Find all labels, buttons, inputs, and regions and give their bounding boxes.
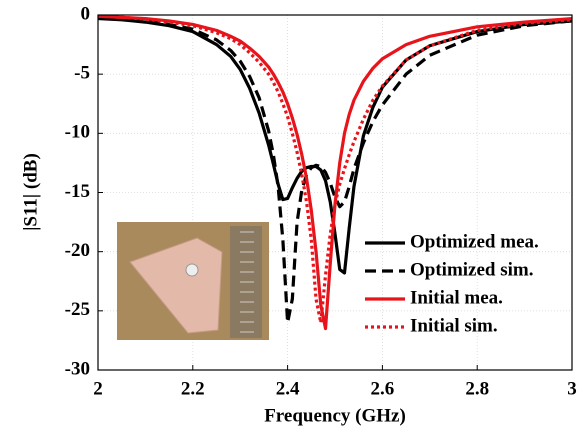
- series-line: [97, 14, 573, 325]
- legend: Optimized mea. Optimized sim. Initial mea.…: [365, 231, 539, 336]
- photo-connector: [185, 263, 199, 277]
- x-tick-label: 3: [567, 378, 577, 399]
- inset-photo: [117, 222, 269, 340]
- y-tick-label: -30: [65, 358, 90, 379]
- y-tick-label: -20: [65, 240, 90, 261]
- lines: [97, 14, 573, 331]
- legend-label: Initial sim.: [410, 315, 498, 336]
- series-line: [97, 15, 573, 325]
- legend-label: Initial mea.: [410, 287, 503, 308]
- x-tick-label: 2.2: [181, 378, 205, 399]
- x-tick-label: 2: [93, 378, 103, 399]
- series-line: [97, 16, 573, 275]
- y-tick-label: -15: [65, 181, 90, 202]
- legend-label: Optimized sim.: [410, 259, 534, 280]
- photo-patch: [129, 237, 223, 334]
- x-tick-label: 2.4: [276, 378, 300, 399]
- photo-ruler-ticks: [240, 231, 254, 333]
- x-axis-label: Frequency (GHz): [264, 405, 406, 426]
- y-tick-label: 0: [81, 3, 91, 24]
- y-tick-label: -10: [65, 122, 90, 143]
- legend-label: Optimized mea.: [410, 231, 539, 252]
- y-axis-label: |S11| (dB): [20, 153, 41, 231]
- series-line: [97, 14, 573, 331]
- y-tick-label: -25: [65, 299, 90, 320]
- x-tick-label: 2.8: [465, 378, 489, 399]
- y-tick-label: -5: [74, 63, 90, 84]
- x-tick-label: 2.6: [371, 378, 395, 399]
